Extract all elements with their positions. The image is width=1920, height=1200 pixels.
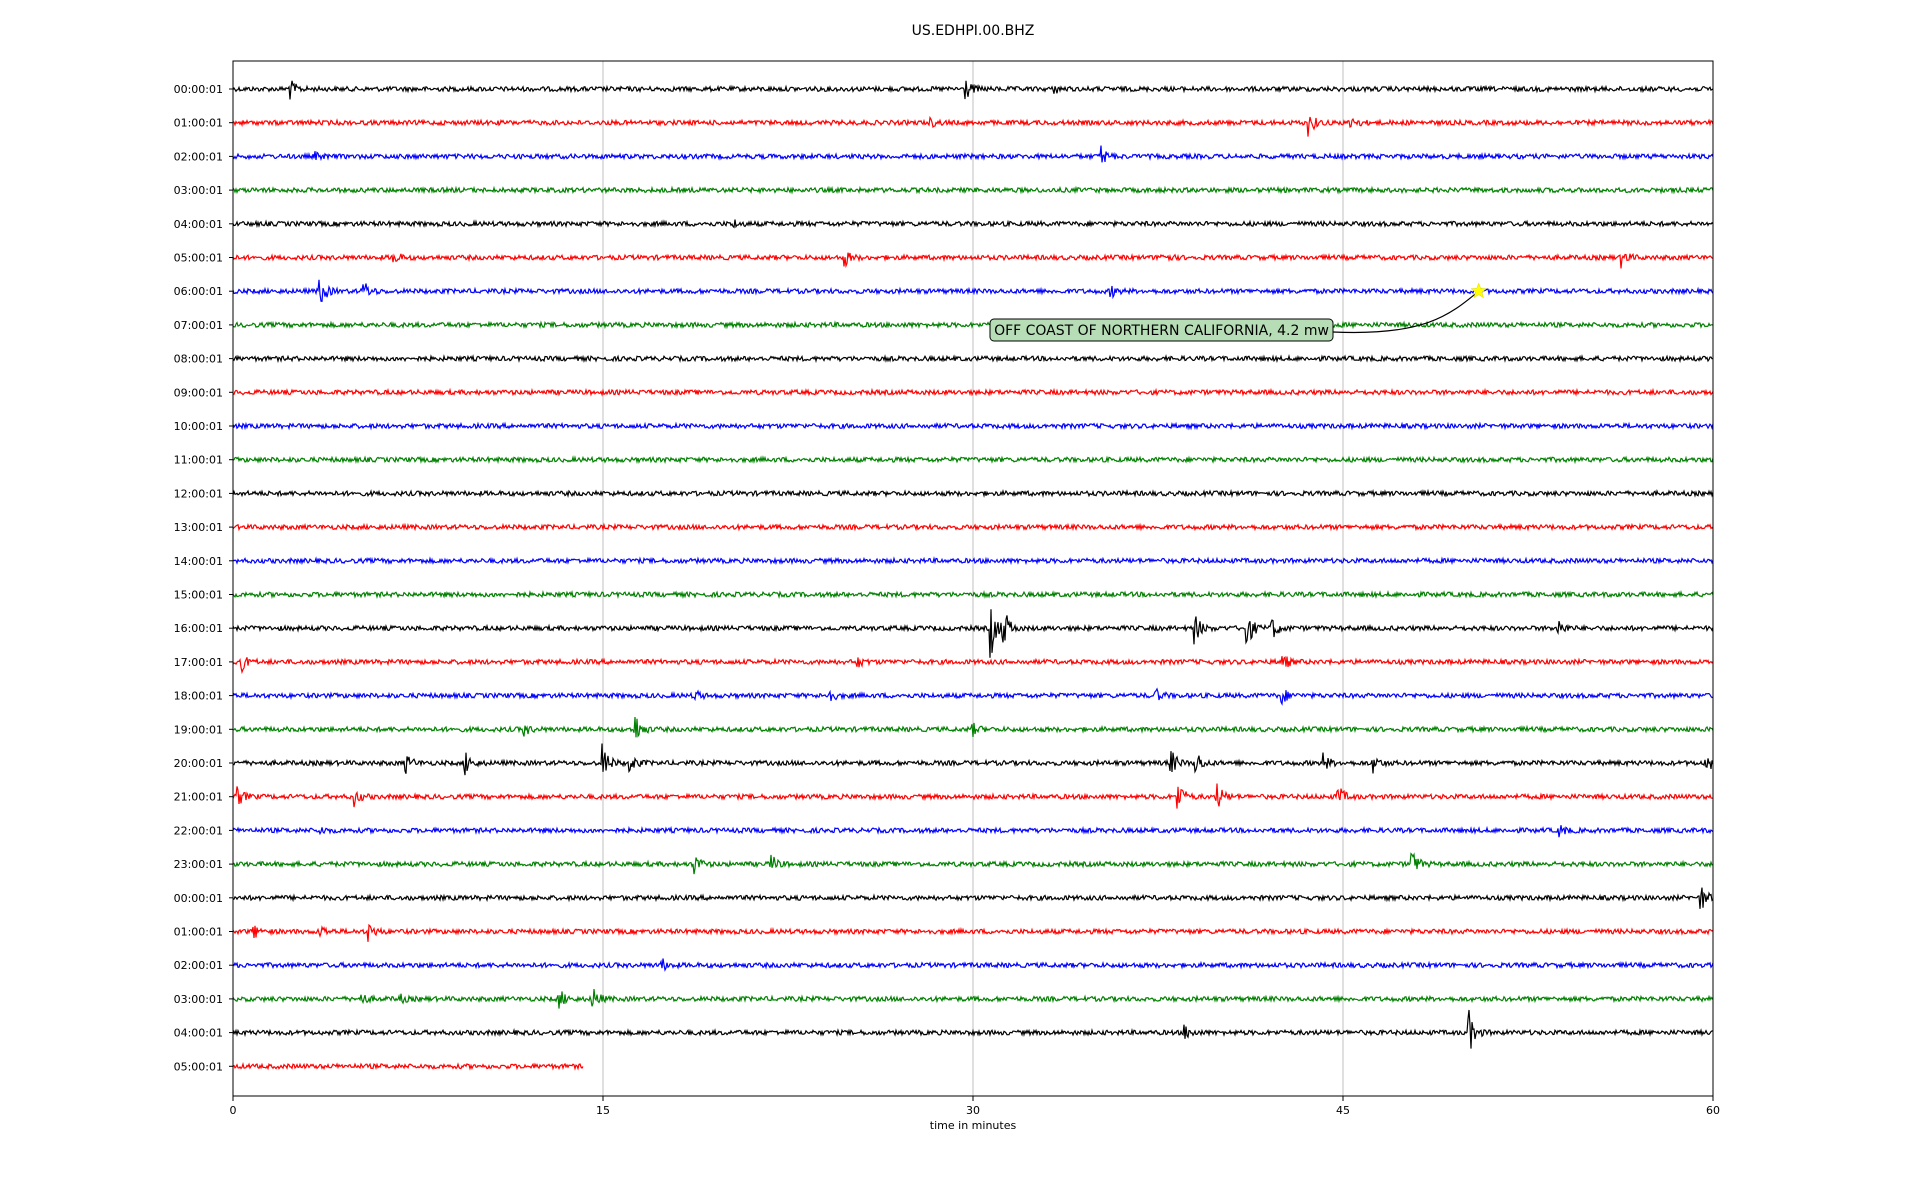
- row-time-label: 04:00:01: [174, 218, 223, 231]
- row-time-label: 07:00:01: [174, 319, 223, 332]
- seismic-trace: [232, 354, 1713, 364]
- row-time-label: 16:00:01: [174, 622, 223, 635]
- row-time-label: 05:00:01: [174, 1060, 223, 1073]
- seismic-trace: [232, 488, 1714, 498]
- seismic-trace: [232, 609, 1714, 658]
- seismic-trace: [232, 852, 1714, 875]
- row-time-label: 06:00:01: [174, 285, 223, 298]
- seismic-trace: [232, 589, 1714, 600]
- x-axis-label: time in minutes: [930, 1119, 1017, 1132]
- seismic-trace: [232, 825, 1714, 838]
- row-time-label: 00:00:01: [174, 892, 223, 905]
- row-time-label: 04:00:01: [174, 1027, 223, 1040]
- seismic-trace: [232, 387, 1714, 397]
- row-time-label: 23:00:01: [174, 858, 223, 871]
- seismic-trace: [232, 923, 1714, 942]
- row-time-label: 19:00:01: [174, 723, 223, 736]
- chart-title: US.EDHPI.00.BHZ: [912, 23, 1035, 39]
- row-time-label: 01:00:01: [174, 926, 223, 939]
- row-time-label: 01:00:01: [174, 117, 223, 130]
- seismic-trace: [232, 145, 1714, 163]
- row-time-label: 22:00:01: [174, 824, 223, 837]
- seismic-trace: [232, 115, 1714, 137]
- seismic-trace: [232, 421, 1714, 431]
- annotation-layer: OFF COAST OF NORTHERN CALIFORNIA, 4.2 mw: [989, 282, 1487, 342]
- seismic-trace: [232, 743, 1714, 776]
- row-time-label: 21:00:01: [174, 791, 223, 804]
- seismic-trace: [232, 1061, 584, 1071]
- x-tick-label: 30: [966, 1104, 980, 1117]
- row-time-label: 12:00:01: [174, 487, 223, 500]
- seismic-trace: [232, 687, 1714, 706]
- row-time-label: 03:00:01: [174, 993, 223, 1006]
- row-time-label: 18:00:01: [174, 690, 223, 703]
- row-time-label: 17:00:01: [174, 656, 223, 669]
- row-labels: 00:00:01 01:00:01 02:00:01 03:00:01 04:00:01…: [174, 83, 233, 1073]
- seismic-trace: [232, 783, 1714, 809]
- grid-lines: [602, 61, 1344, 1096]
- row-time-label: 11:00:01: [174, 454, 223, 467]
- x-tick-label: 15: [596, 1104, 610, 1117]
- annotation-box: [989, 318, 1334, 342]
- row-time-label: 20:00:01: [174, 757, 223, 770]
- seismic-trace: [232, 716, 1714, 738]
- row-time-label: 15:00:01: [174, 589, 223, 602]
- event-star-icon: [1470, 282, 1487, 299]
- x-tick-label: 45: [1336, 1104, 1350, 1117]
- row-time-label: 02:00:01: [174, 959, 223, 972]
- seismic-trace: [232, 1009, 1714, 1049]
- row-time-label: 05:00:01: [174, 252, 223, 265]
- seismic-trace: [232, 279, 1714, 302]
- seismic-trace: [232, 252, 1714, 269]
- row-time-label: 13:00:01: [174, 521, 223, 534]
- seismic-trace: [232, 455, 1714, 465]
- event-annotation-label: OFF COAST OF NORTHERN CALIFORNIA, 4.2 mw: [994, 323, 1329, 339]
- seismic-trace: [232, 185, 1714, 195]
- x-tick-label: 0: [230, 1104, 237, 1117]
- row-time-label: 02:00:01: [174, 150, 223, 163]
- seismic-trace: [232, 887, 1714, 909]
- row-time-label: 09:00:01: [174, 386, 223, 399]
- row-time-label: 14:00:01: [174, 555, 223, 568]
- seismic-trace: [232, 958, 1714, 972]
- seismic-trace: [232, 522, 1714, 532]
- row-time-label: 00:00:01: [174, 83, 223, 96]
- trace-layer: [232, 80, 1714, 1071]
- seismic-trace: [232, 988, 1714, 1009]
- row-time-label: 03:00:01: [174, 184, 223, 197]
- seismic-trace: [232, 320, 1714, 330]
- seismic-trace: [232, 219, 1714, 229]
- seismic-trace: [232, 655, 1714, 675]
- seismic-trace: [232, 80, 1714, 100]
- x-axis-ticks: 0 15 30 45 60: [230, 1096, 1720, 1117]
- x-tick-label: 60: [1706, 1104, 1720, 1117]
- annotation-connector: [1332, 290, 1480, 334]
- row-time-label: 08:00:01: [174, 353, 223, 366]
- seismic-trace: [232, 556, 1714, 566]
- row-time-label: 10:00:01: [174, 420, 223, 433]
